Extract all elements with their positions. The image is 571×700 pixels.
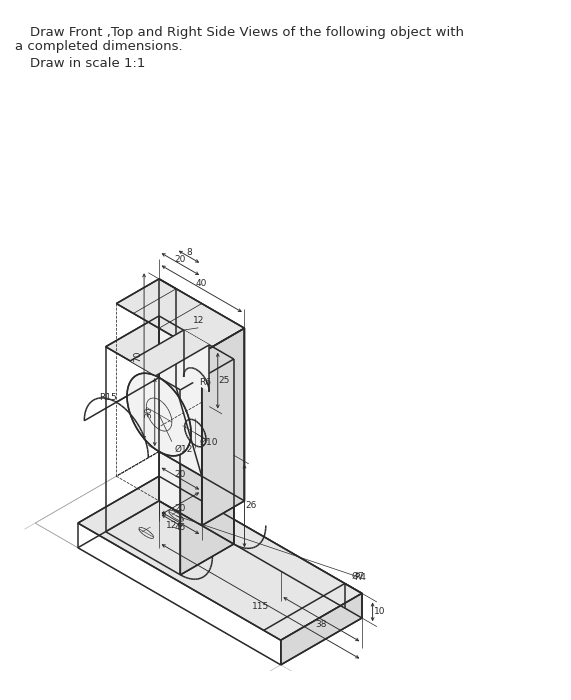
Polygon shape	[184, 330, 209, 392]
Text: 20: 20	[175, 504, 186, 512]
Text: 40: 40	[196, 279, 207, 288]
Text: 70: 70	[133, 351, 142, 363]
Polygon shape	[281, 594, 362, 665]
Polygon shape	[106, 316, 234, 390]
Text: a completed dimensions.: a completed dimensions.	[15, 40, 183, 52]
Text: Ø10: Ø10	[200, 438, 218, 447]
Text: 26: 26	[246, 501, 257, 510]
Text: R4: R4	[355, 573, 367, 582]
Text: Draw in scale 1:1: Draw in scale 1:1	[30, 57, 146, 70]
Text: 8: 8	[186, 248, 192, 258]
Text: R15: R15	[99, 393, 116, 402]
Polygon shape	[159, 316, 234, 544]
Text: 38: 38	[316, 620, 327, 629]
Text: Ø12: Ø12	[174, 445, 192, 454]
Text: 25: 25	[219, 376, 230, 385]
Text: 20: 20	[175, 470, 186, 480]
Polygon shape	[78, 476, 362, 640]
Polygon shape	[127, 373, 191, 456]
Polygon shape	[202, 328, 244, 526]
Text: Draw Front ,Top and Right Side Views of the following object with: Draw Front ,Top and Right Side Views of …	[30, 26, 464, 39]
Text: 12: 12	[192, 316, 204, 325]
Text: 115: 115	[252, 602, 269, 610]
Polygon shape	[159, 279, 244, 501]
Text: 45: 45	[175, 524, 186, 533]
Text: 12: 12	[166, 521, 178, 530]
Text: Ø7: Ø7	[352, 573, 364, 581]
Polygon shape	[159, 476, 362, 618]
Text: 30: 30	[144, 406, 154, 418]
Polygon shape	[180, 359, 234, 575]
Text: 20: 20	[175, 255, 186, 264]
Text: R6: R6	[199, 378, 211, 386]
Polygon shape	[130, 330, 209, 376]
Polygon shape	[116, 279, 244, 353]
Text: 10: 10	[373, 608, 385, 616]
